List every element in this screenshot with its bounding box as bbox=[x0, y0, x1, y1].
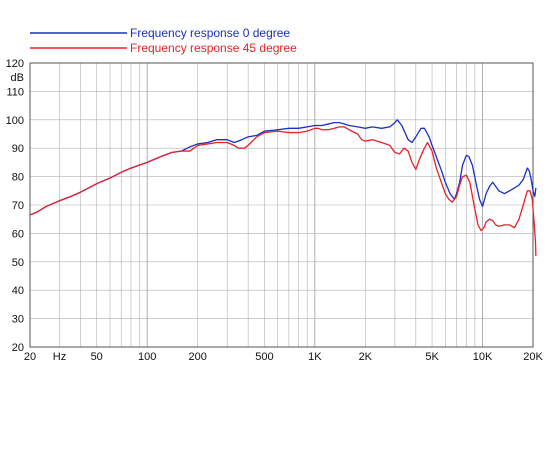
y-tick-label: 60 bbox=[12, 228, 24, 240]
grid bbox=[30, 63, 533, 347]
legend-label: Frequency response 0 degree bbox=[130, 26, 290, 40]
series-line-0-degree bbox=[29, 119, 537, 216]
x-tick-label: 20K bbox=[523, 351, 543, 363]
x-tick-label: 5K bbox=[425, 351, 439, 363]
y-tick-label: 90 bbox=[12, 143, 24, 155]
y-tick-label: 20 bbox=[12, 342, 24, 354]
y-tick-label: 110 bbox=[6, 86, 24, 98]
x-tick-label: Hz bbox=[53, 351, 66, 363]
y-tick-label: 70 bbox=[12, 200, 24, 212]
y-tick-label: 80 bbox=[12, 172, 24, 184]
y-tick-label: 100 bbox=[6, 115, 24, 127]
y-tick-label: 30 bbox=[12, 314, 24, 326]
series-line-45-degree bbox=[29, 126, 537, 257]
x-tick-label: 20 bbox=[24, 351, 36, 363]
x-tick-label: 200 bbox=[189, 351, 207, 363]
y-tick-label: 40 bbox=[12, 285, 24, 297]
x-tick-label: 1K bbox=[308, 351, 322, 363]
x-tick-label: 10K bbox=[473, 351, 493, 363]
x-tick-label: 2K bbox=[359, 351, 373, 363]
y-tick-label: dB bbox=[11, 72, 24, 84]
legend-label: Frequency response 45 degree bbox=[130, 41, 297, 55]
x-tick-label: 500 bbox=[255, 351, 273, 363]
x-tick-label: 100 bbox=[138, 351, 156, 363]
y-tick-label: 120 bbox=[6, 58, 24, 70]
x-tick-label: 50 bbox=[91, 351, 103, 363]
y-tick-label: 50 bbox=[12, 257, 24, 269]
x-axis-ticks: 20 Hz 50 100 200 500 1K 2K 5K 10K 20K bbox=[24, 351, 544, 363]
series-lines bbox=[29, 119, 537, 257]
y-axis-ticks: 120 dB 110 100 90 80 70 60 50 40 30 20 bbox=[6, 58, 24, 354]
